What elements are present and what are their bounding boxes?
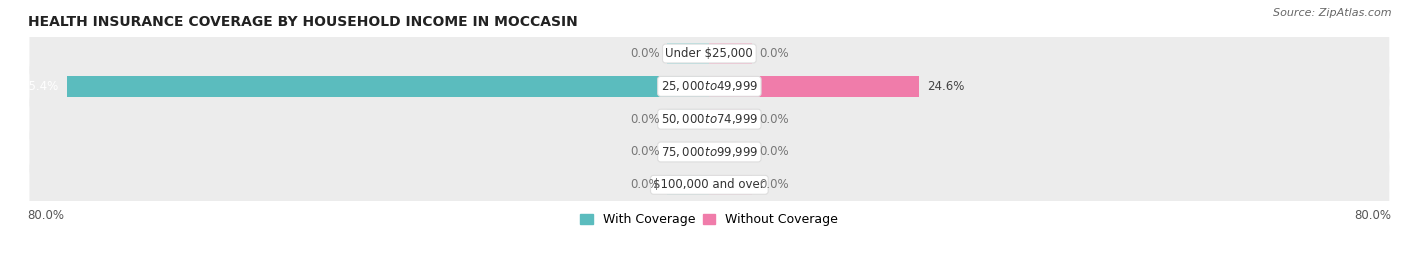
Text: 80.0%: 80.0% [28, 210, 65, 222]
Bar [710, 43, 752, 64]
Bar [710, 142, 752, 162]
Text: 0.0%: 0.0% [759, 47, 789, 60]
Text: 0.0%: 0.0% [759, 146, 789, 158]
Text: 80.0%: 80.0% [1354, 210, 1391, 222]
Text: $50,000 to $74,999: $50,000 to $74,999 [661, 112, 758, 126]
Text: 75.4%: 75.4% [21, 80, 59, 93]
Text: 0.0%: 0.0% [759, 113, 789, 126]
Bar [710, 76, 920, 97]
Bar [666, 142, 710, 162]
FancyBboxPatch shape [30, 94, 1389, 144]
Text: 0.0%: 0.0% [630, 178, 659, 191]
Text: $25,000 to $49,999: $25,000 to $49,999 [661, 79, 758, 93]
Text: HEALTH INSURANCE COVERAGE BY HOUSEHOLD INCOME IN MOCCASIN: HEALTH INSURANCE COVERAGE BY HOUSEHOLD I… [28, 15, 578, 29]
Bar [710, 109, 752, 129]
Bar [666, 109, 710, 129]
Text: Source: ZipAtlas.com: Source: ZipAtlas.com [1274, 8, 1392, 18]
FancyBboxPatch shape [30, 29, 1389, 79]
Bar [710, 175, 752, 195]
Legend: With Coverage, Without Coverage: With Coverage, Without Coverage [575, 208, 844, 231]
Text: 0.0%: 0.0% [630, 146, 659, 158]
Text: 24.6%: 24.6% [928, 80, 965, 93]
Bar [666, 43, 710, 64]
Text: 0.0%: 0.0% [630, 113, 659, 126]
FancyBboxPatch shape [30, 160, 1389, 210]
Text: $100,000 and over: $100,000 and over [654, 178, 765, 191]
FancyBboxPatch shape [30, 61, 1389, 111]
Bar [67, 76, 710, 97]
Text: 0.0%: 0.0% [630, 47, 659, 60]
FancyBboxPatch shape [30, 127, 1389, 177]
Text: $75,000 to $99,999: $75,000 to $99,999 [661, 145, 758, 159]
Text: 0.0%: 0.0% [759, 178, 789, 191]
Text: Under $25,000: Under $25,000 [665, 47, 754, 60]
Bar [666, 175, 710, 195]
